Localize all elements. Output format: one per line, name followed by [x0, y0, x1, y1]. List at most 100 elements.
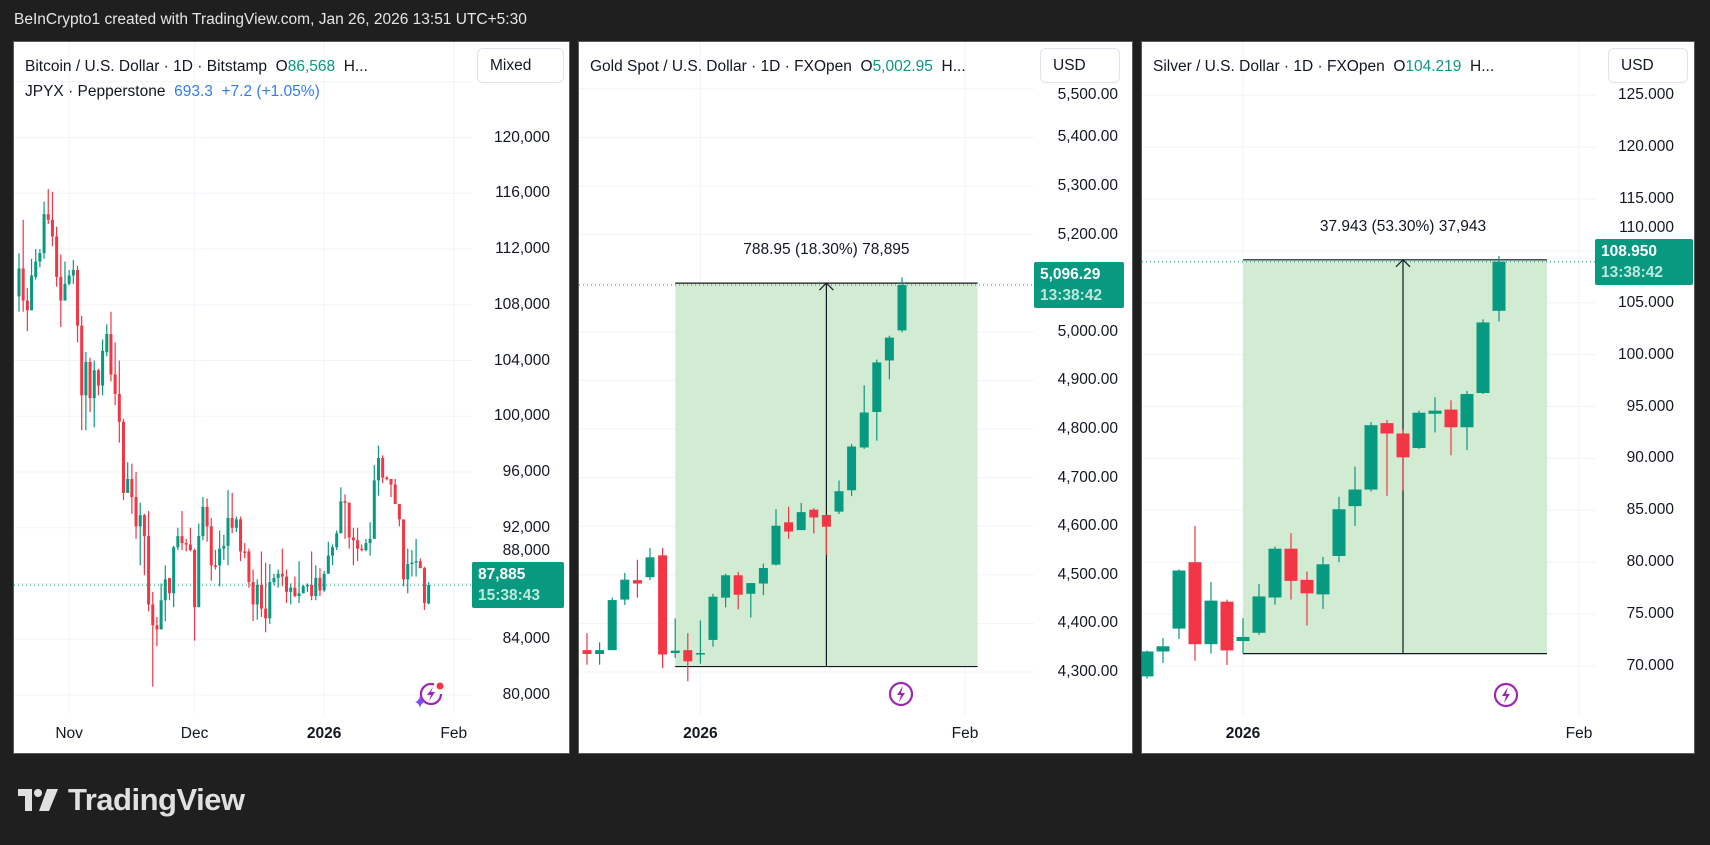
candle-body — [1428, 410, 1442, 414]
candle-body — [96, 370, 100, 386]
symbol-title: Gold Spot / U.S. Dollar · 1D · FXOpen — [590, 58, 852, 75]
candle-body — [1172, 570, 1186, 629]
candlestick-chart — [579, 42, 1034, 716]
time-axis-label: Dec — [180, 725, 209, 742]
last-price-label: 108.950 13:38:42 — [1595, 238, 1693, 285]
candle-body — [117, 393, 121, 422]
last-price-label: 5,096.29 13:38:42 — [1034, 262, 1124, 308]
lightning-alert-icon[interactable] — [1492, 681, 1520, 709]
candle-body — [264, 608, 268, 619]
candle-body — [695, 653, 705, 655]
price-axis-label: 90.000 — [1626, 449, 1674, 467]
candle-body — [356, 540, 360, 549]
candle-body — [1204, 600, 1218, 645]
candle-body — [92, 370, 96, 399]
candle-body — [46, 214, 50, 220]
silver-chart-pane[interactable]: Silver / U.S. Dollar · 1D · FXOpen O104.… — [1141, 41, 1695, 754]
candle-body — [335, 533, 339, 548]
candle-body — [30, 275, 34, 311]
candle-body — [38, 253, 42, 262]
candle-body — [55, 236, 59, 277]
bitcoin-chart-pane[interactable]: Bitcoin / U.S. Dollar · 1D · Bitstamp O8… — [13, 41, 570, 754]
candle-body — [1364, 425, 1378, 490]
candle-body — [376, 458, 380, 481]
candle-body — [59, 276, 63, 301]
candle-body — [80, 325, 84, 396]
candle-body — [796, 512, 806, 531]
price-axis-label: 4,600.00 — [1057, 517, 1118, 535]
candle-body — [167, 577, 171, 594]
price-axis-label: 120.000 — [1617, 138, 1674, 155]
candle-body — [360, 548, 364, 551]
last-price-label: 87,885 15:38:43 — [472, 562, 564, 609]
price-axis-label: 5,200.00 — [1057, 225, 1118, 243]
overlay-legend-row[interactable]: JPYX · Pepperstone 693.3 +7.2 (+1.05%) — [25, 79, 368, 104]
symbol-title-row[interactable]: Bitcoin / U.S. Dollar · 1D · Bitstamp O8… — [25, 54, 368, 79]
open-prefix: O — [275, 58, 288, 75]
candle-body — [1156, 646, 1170, 652]
candle-body — [1332, 509, 1346, 556]
candle-body — [1142, 651, 1154, 677]
candle-body — [234, 519, 238, 528]
candle-body — [268, 582, 272, 619]
candle-body — [1268, 548, 1282, 598]
overlay-change: +7.2 (+1.05%) — [221, 83, 320, 100]
candle-body — [427, 585, 431, 604]
candle-body — [607, 600, 617, 651]
more-values: H... — [1470, 58, 1495, 75]
candle-body — [151, 604, 155, 626]
price-axis-label: 5,300.00 — [1057, 177, 1118, 194]
currency-button[interactable]: USD — [1040, 48, 1120, 83]
candle-body — [1236, 636, 1250, 642]
price-axis-label: 116,000 — [495, 184, 550, 202]
candle-body — [582, 650, 592, 655]
candle-body — [1316, 564, 1330, 595]
plot-area — [579, 42, 1034, 716]
candle-body — [389, 478, 393, 485]
candle-body — [247, 551, 251, 583]
candle-body — [1492, 261, 1506, 311]
price-axis-label: 110.000 — [1619, 218, 1674, 236]
lightning-alert-icon[interactable] — [887, 680, 915, 708]
lightning-alert-icon[interactable] — [415, 680, 444, 708]
candle-body — [259, 584, 263, 609]
candle-body — [222, 545, 226, 549]
candle-body — [305, 584, 309, 587]
candle-body — [180, 536, 184, 544]
candle-body — [422, 568, 426, 604]
candle-body — [101, 350, 105, 386]
candle-body — [280, 573, 284, 577]
time-axis-label: Feb — [951, 725, 979, 742]
gold-chart-pane[interactable]: Gold Spot / U.S. Dollar · 1D · FXOpen O5… — [578, 41, 1133, 754]
currency-button[interactable]: USD — [1608, 48, 1688, 83]
candle-body — [172, 547, 176, 594]
time-axis-label: Nov — [55, 725, 83, 742]
symbol-title-row[interactable]: Gold Spot / U.S. Dollar · 1D · FXOpen O5… — [590, 54, 966, 79]
candle-body — [205, 506, 209, 527]
candle-body — [746, 583, 756, 594]
measure-arrow-head — [818, 282, 834, 291]
candle-body — [683, 650, 693, 662]
candle-body — [645, 557, 655, 578]
candle-body — [142, 515, 146, 537]
candle-body — [197, 536, 201, 608]
candle-body — [1396, 433, 1410, 458]
scale-mode-button[interactable]: Mixed — [477, 48, 564, 83]
price-axis-label: 85.000 — [1626, 501, 1674, 519]
price-axis-label: 4,400.00 — [1057, 614, 1118, 632]
candle-body — [272, 577, 276, 583]
candle-body — [126, 478, 130, 493]
candle-body — [322, 573, 326, 591]
price-axis-label: 80,000 — [502, 686, 550, 703]
symbol-title-row[interactable]: Silver / U.S. Dollar · 1D · FXOpen O104.… — [1153, 54, 1494, 79]
candle-body — [301, 586, 305, 594]
candle-body — [595, 650, 605, 655]
candle-body — [339, 501, 343, 534]
candle-body — [71, 269, 75, 276]
candle-body — [122, 421, 125, 493]
candle-body — [159, 600, 163, 630]
candle-body — [285, 576, 289, 592]
candle-body — [134, 497, 138, 527]
candle-body — [147, 536, 151, 605]
candle-body — [63, 283, 67, 301]
